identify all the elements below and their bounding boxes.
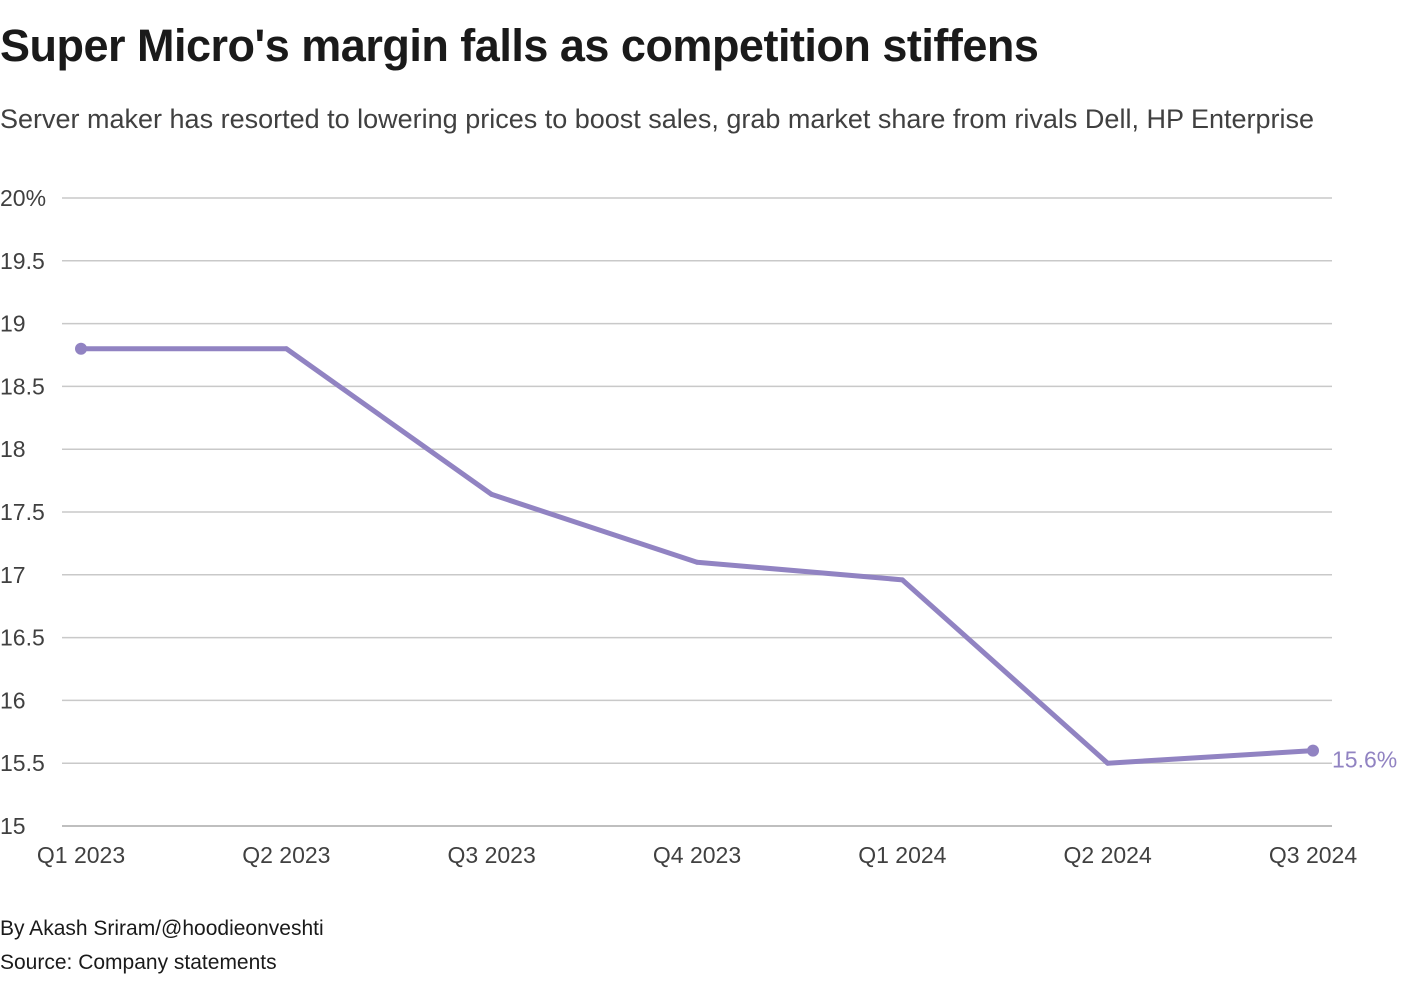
data-point — [489, 491, 495, 497]
y-tick-label: 15.5 — [0, 750, 45, 776]
y-tick-label: 17 — [0, 562, 26, 588]
chart-subtitle: Server maker has resorted to lowering pr… — [0, 104, 1315, 134]
x-tick-label: Q1 2024 — [858, 842, 946, 868]
data-point — [1105, 760, 1111, 766]
x-tick-label: Q3 2024 — [1269, 842, 1357, 868]
y-tick-label: 19 — [0, 311, 26, 337]
y-tick-label: 20% — [0, 185, 46, 211]
x-tick-label: Q1 2023 — [37, 842, 125, 868]
y-tick-label: 15 — [0, 813, 26, 839]
byline: By Akash Sriram/@hoodieonveshti — [0, 917, 324, 940]
endpoint-marker — [75, 342, 87, 355]
y-tick-label: 16 — [0, 687, 26, 713]
gridlines — [62, 197, 1332, 827]
series-layer: 15.6% — [75, 342, 1397, 773]
x-tick-label: Q2 2024 — [1064, 842, 1152, 868]
y-tick-label: 19.5 — [0, 248, 45, 274]
y-tick-label: 18 — [0, 436, 26, 462]
x-tick-label: Q4 2023 — [653, 842, 741, 868]
data-point — [899, 577, 905, 583]
chart-title: Super Micro's margin falls as competitio… — [0, 20, 1039, 71]
source-note: Source: Company statements — [0, 951, 277, 974]
y-tick-label: 17.5 — [0, 499, 45, 525]
y-axis-ticks: 15 15.5 16 16.5 17 17.5 18 18.5 19 19.5 20% — [0, 185, 46, 839]
x-tick-label: Q3 2023 — [448, 842, 536, 868]
y-tick-label: 16.5 — [0, 625, 45, 651]
y-tick-label: 18.5 — [0, 373, 45, 399]
x-tick-label: Q2 2023 — [242, 842, 330, 868]
data-point — [694, 559, 700, 565]
x-axis-ticks: Q1 2023 Q2 2023 Q3 2023 Q4 2023 Q1 2024 Q2 20… — [37, 842, 1357, 868]
data-point — [283, 346, 289, 352]
end-value-label: 15.6% — [1332, 747, 1397, 773]
endpoint-marker — [1307, 744, 1319, 757]
